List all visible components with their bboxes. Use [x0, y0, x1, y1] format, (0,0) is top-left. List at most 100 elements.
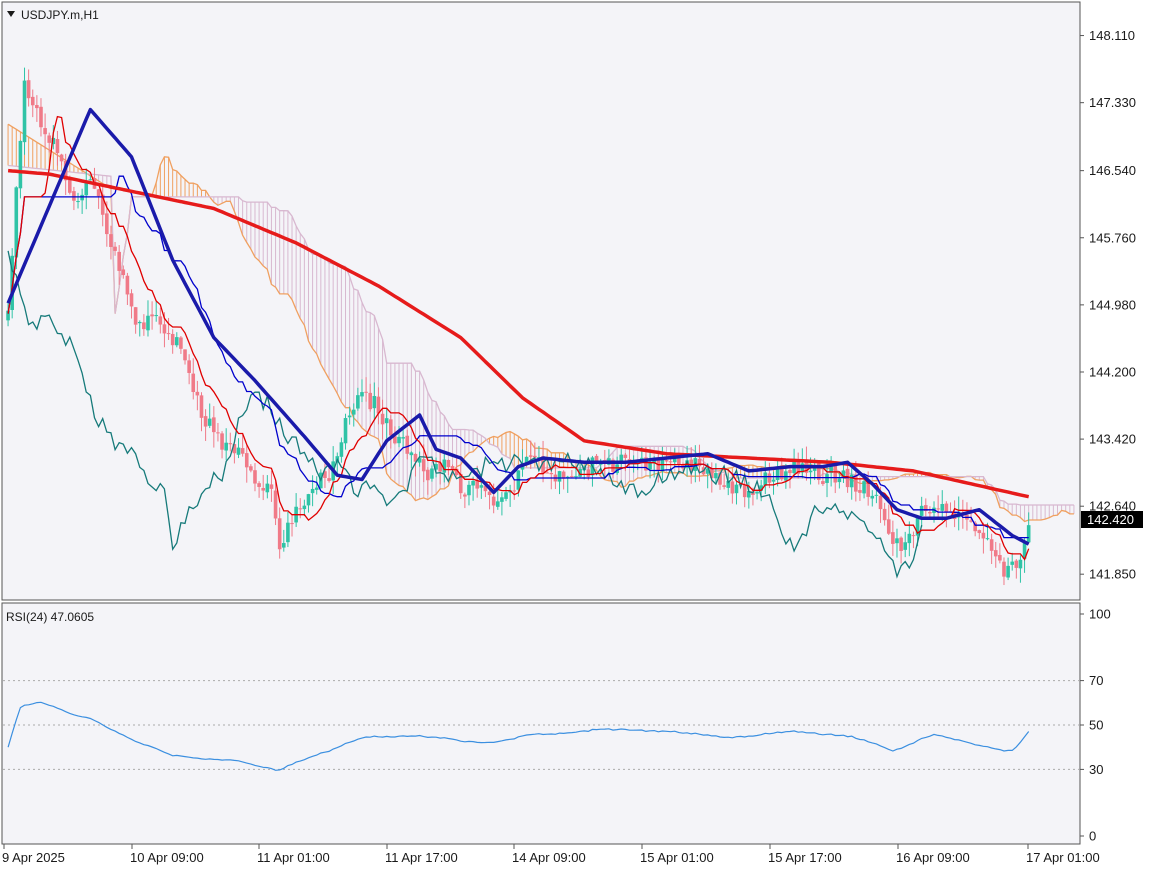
rsi-title: RSI(24) 47.0605 [6, 610, 94, 624]
bearish-candle [722, 474, 726, 490]
bearish-candle [121, 265, 126, 279]
candle-body [150, 314, 154, 317]
candle-body [343, 418, 348, 444]
ma-slow-line [7, 168, 1030, 499]
candle-body [380, 413, 385, 425]
bullish-candle [80, 188, 84, 214]
candle-body [1018, 559, 1023, 569]
candle-body [475, 480, 480, 489]
candle-body [170, 333, 175, 346]
rsi-tick-label: 30 [1089, 762, 1103, 777]
bearish-candle [55, 130, 60, 166]
candle-body [39, 106, 43, 128]
candle-body [886, 519, 891, 534]
candle-body [298, 508, 303, 510]
bearish-candle [1014, 559, 1019, 579]
candle-body [240, 448, 245, 454]
candle-body [417, 458, 422, 463]
bullish-candle [409, 451, 414, 469]
main-panel-frame [1, 1, 1081, 601]
bearish-candle [944, 501, 949, 528]
candle-body [504, 492, 508, 499]
bullish-candle [302, 499, 307, 517]
bearish-candle [388, 415, 393, 449]
candle-body [574, 476, 578, 478]
candle-body [586, 469, 591, 477]
candle-body [195, 391, 200, 396]
candle-body [915, 517, 920, 536]
candle-body [668, 461, 673, 463]
bullish-candle [895, 528, 899, 558]
price-tick-label: 144.980 [1089, 297, 1136, 312]
candle-body [537, 457, 541, 459]
bearish-candle [458, 463, 463, 499]
candle-body [191, 373, 196, 393]
bearish-candle [973, 521, 977, 537]
candle-body [442, 459, 447, 473]
bearish-candle [928, 506, 932, 517]
bearish-candle [364, 377, 368, 402]
candle-body [570, 476, 574, 478]
candle-body [788, 470, 792, 474]
candle-body [1006, 565, 1010, 578]
rsi-series-line [7, 701, 1030, 771]
candle-body [80, 194, 84, 201]
main-panel[interactable]: USDJPY.m,H1 [1, 1, 1081, 601]
time-tick-label: 17 Apr 01:00 [1026, 850, 1100, 865]
candle-body [742, 484, 747, 498]
candle-body [51, 137, 56, 145]
candle-body [471, 480, 475, 486]
bearish-candle [981, 522, 986, 554]
bullish-candle [22, 67, 27, 155]
bearish-candle [421, 444, 426, 483]
candle-body [1010, 561, 1015, 565]
dropdown-triangle-icon[interactable] [7, 11, 15, 17]
candle-body [730, 481, 735, 494]
bearish-candle [273, 481, 278, 526]
candle-body [928, 512, 932, 514]
candle-body [767, 473, 772, 483]
candle-body [644, 457, 648, 471]
candle-body [652, 459, 656, 464]
bearish-candle [989, 533, 994, 564]
candle-body [483, 485, 488, 492]
candle-body [388, 419, 393, 436]
bearish-candle [549, 469, 554, 490]
candle-body [891, 532, 895, 544]
bearish-candle [463, 492, 467, 509]
bullish-candle [837, 471, 842, 489]
candle-body [858, 490, 862, 493]
bearish-candle [253, 463, 257, 492]
bearish-candle [977, 529, 982, 540]
bearish-candle [244, 444, 249, 483]
chart-title: USDJPY.m,H1 [7, 8, 99, 22]
candle-body [808, 470, 813, 473]
bearish-candle [212, 406, 216, 448]
bearish-candle [43, 113, 47, 150]
candle-body [998, 555, 1002, 561]
bullish-candle [1022, 538, 1027, 573]
candle-body [323, 471, 327, 478]
candle-body [281, 543, 286, 548]
candle-body [393, 436, 397, 444]
bearish-candle [277, 507, 282, 559]
candle-body [895, 538, 899, 544]
candle-body [594, 455, 599, 464]
candle-body [841, 470, 846, 478]
candle-body [55, 139, 60, 154]
candle-body [224, 442, 228, 451]
bullish-candle [940, 490, 945, 521]
bearish-candle [512, 478, 517, 500]
senkou-span-b [8, 164, 1074, 506]
bearish-candle [220, 431, 224, 459]
rsi-panel[interactable]: RSI(24) 47.0605 [1, 602, 1081, 845]
indicator-lines [6, 107, 1030, 579]
time-tick-label: 9 Apr 2025 [2, 850, 65, 865]
candle-body [220, 433, 224, 450]
bullish-candle [76, 192, 80, 209]
candle-body [59, 154, 64, 162]
candle-body [183, 349, 187, 361]
candle-body [426, 469, 430, 481]
bearish-candle [969, 506, 973, 523]
